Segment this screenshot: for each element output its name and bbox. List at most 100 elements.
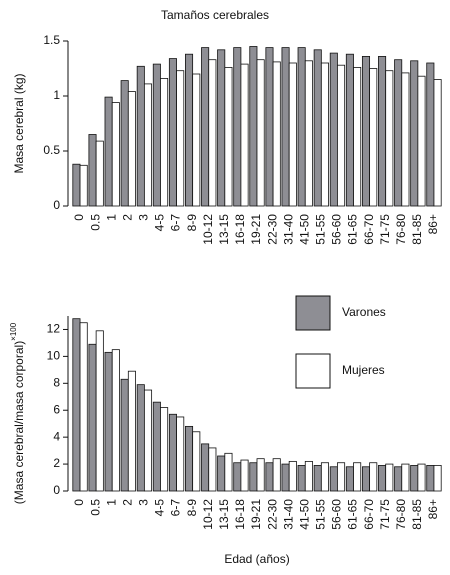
x-tick-label: 76-80 xyxy=(394,214,408,245)
x-tick-label: 6-7 xyxy=(169,499,183,517)
bar xyxy=(160,407,169,492)
bar xyxy=(185,425,194,492)
y-tick-label: 0.5 xyxy=(43,143,60,157)
x-tick-label: 2 xyxy=(120,214,134,221)
bar xyxy=(385,70,394,207)
bar xyxy=(217,49,226,207)
x-tick-label: 31-40 xyxy=(281,499,295,530)
bar xyxy=(208,59,217,207)
bar xyxy=(168,58,177,207)
bar xyxy=(127,91,136,207)
y-axis-label: Masa cerebral (kg) xyxy=(12,73,26,173)
bar xyxy=(201,47,210,207)
x-tick-label: 16-18 xyxy=(233,214,247,245)
x-tick-label: 0.5 xyxy=(88,214,102,231)
bar xyxy=(353,67,362,207)
bar xyxy=(272,458,281,492)
bar xyxy=(104,96,113,207)
bar xyxy=(240,459,249,492)
bar xyxy=(329,466,338,492)
bar xyxy=(297,47,306,207)
bar xyxy=(272,61,281,207)
bar xyxy=(136,384,145,492)
bar xyxy=(79,164,88,207)
bar xyxy=(288,460,297,492)
legend-label: Varones xyxy=(342,305,386,319)
bar xyxy=(176,70,185,207)
bar xyxy=(304,460,313,492)
bar xyxy=(88,134,97,207)
bar xyxy=(353,462,362,492)
y-tick-label: 6 xyxy=(53,402,60,416)
x-tick-label: 71-75 xyxy=(378,499,392,530)
bar xyxy=(304,60,313,207)
x-tick-label: 19-21 xyxy=(249,499,263,530)
bar xyxy=(88,343,97,492)
x-tick-label: 51-55 xyxy=(314,499,328,530)
x-tick-label: 10-12 xyxy=(201,214,215,245)
bar xyxy=(394,466,403,492)
bar xyxy=(433,79,442,207)
bar xyxy=(111,349,120,492)
x-tick-label: 61-65 xyxy=(346,214,360,245)
bar xyxy=(410,465,419,492)
bar xyxy=(417,75,426,207)
bar xyxy=(313,465,322,492)
bar xyxy=(401,463,410,492)
bar xyxy=(95,140,104,207)
x-tick-label: 81-85 xyxy=(410,499,424,530)
bar xyxy=(426,62,435,207)
bar xyxy=(265,47,274,207)
bar xyxy=(201,443,210,492)
y-tick-label: 0 xyxy=(53,483,60,497)
y-axis-label: (Masa cerebral/masa corporal)×100 xyxy=(9,322,26,504)
bar xyxy=(394,59,403,207)
bar xyxy=(378,465,387,492)
bar xyxy=(320,62,329,207)
x-tick-label: 3 xyxy=(137,499,151,506)
x-tick-label: 22-30 xyxy=(265,214,279,245)
bar xyxy=(208,447,217,492)
x-tick-label: 3 xyxy=(137,214,151,221)
x-tick-label: 8-9 xyxy=(185,214,199,232)
x-tick-label: 10-12 xyxy=(201,499,215,530)
y-axis-label-superscript: ×100 xyxy=(9,322,18,341)
x-tick-label: 61-65 xyxy=(346,499,360,530)
bar xyxy=(120,80,129,207)
x-tick-label: 41-50 xyxy=(297,214,311,245)
bar xyxy=(233,47,242,207)
bar xyxy=(281,47,290,207)
bar xyxy=(329,52,338,207)
y-tick-label: 0 xyxy=(53,198,60,212)
x-tick-label: 19-21 xyxy=(249,214,263,245)
bar xyxy=(417,463,426,492)
bar xyxy=(152,63,161,207)
legend-swatch xyxy=(295,353,331,389)
x-tick-label: 41-50 xyxy=(297,499,311,530)
bar xyxy=(217,455,226,492)
bar xyxy=(104,351,113,492)
bar xyxy=(345,53,354,207)
bar xyxy=(369,462,378,492)
bar xyxy=(240,63,249,207)
x-tick-label: 16-18 xyxy=(233,499,247,530)
bar xyxy=(224,452,233,492)
bar xyxy=(224,67,233,207)
legend-label: Mujeres xyxy=(342,363,385,377)
x-tick-label: 86+ xyxy=(426,214,440,234)
y-tick-label: 1.5 xyxy=(43,33,60,47)
x-tick-label: 0.5 xyxy=(88,499,102,516)
bar xyxy=(385,463,394,492)
x-tick-label: 86+ xyxy=(426,499,440,519)
bar xyxy=(337,64,346,207)
bar xyxy=(79,322,88,492)
bar xyxy=(249,46,258,207)
x-tick-label: 0 xyxy=(72,214,86,221)
x-tick-label: 76-80 xyxy=(394,499,408,530)
x-tick-label: 66-70 xyxy=(362,214,376,245)
bar xyxy=(256,59,265,207)
bar xyxy=(433,465,442,492)
x-tick-label: 0 xyxy=(72,499,86,506)
bar xyxy=(401,72,410,207)
